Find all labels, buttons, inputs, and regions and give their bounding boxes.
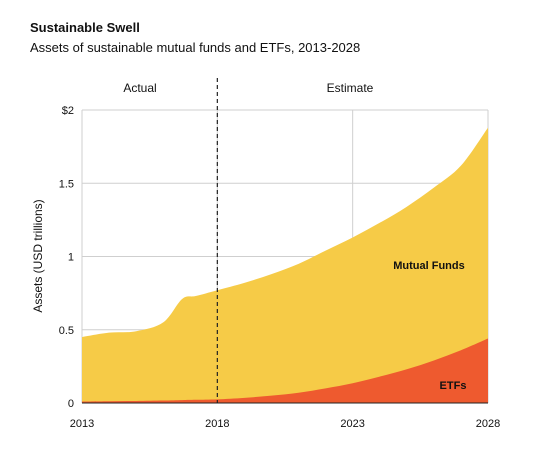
phase-label-actual: Actual [123,81,156,95]
series-label-mutual-funds: Mutual Funds [393,260,465,272]
series-label-etfs: ETFs [440,380,467,392]
x-tick-label: 2028 [476,418,500,430]
chart-subtitle: Assets of sustainable mutual funds and E… [30,40,361,55]
x-tick-label: 2018 [205,418,229,430]
series-area-etfs [82,338,488,403]
y-tick-label: 0.5 [59,325,74,337]
x-tick-label: 2013 [70,418,94,430]
y-tick-label: 1 [68,252,74,264]
series-area-mutual-funds [82,127,488,403]
y-axis-title: Assets (USD trillions) [31,199,45,312]
chart-title: Sustainable Swell [30,20,140,35]
y-tick-label: 1.5 [59,178,74,190]
x-tick-label: 2023 [340,418,364,430]
plot-area [81,78,489,404]
y-tick-labels: 0 0.5 1 1.5 $2 [59,105,74,410]
y-tick-label: $2 [62,105,74,117]
y-tick-label: 0 [68,398,74,410]
phase-label-estimate: Estimate [327,81,374,95]
x-tick-labels: 2013 2018 2023 2028 [70,418,500,430]
